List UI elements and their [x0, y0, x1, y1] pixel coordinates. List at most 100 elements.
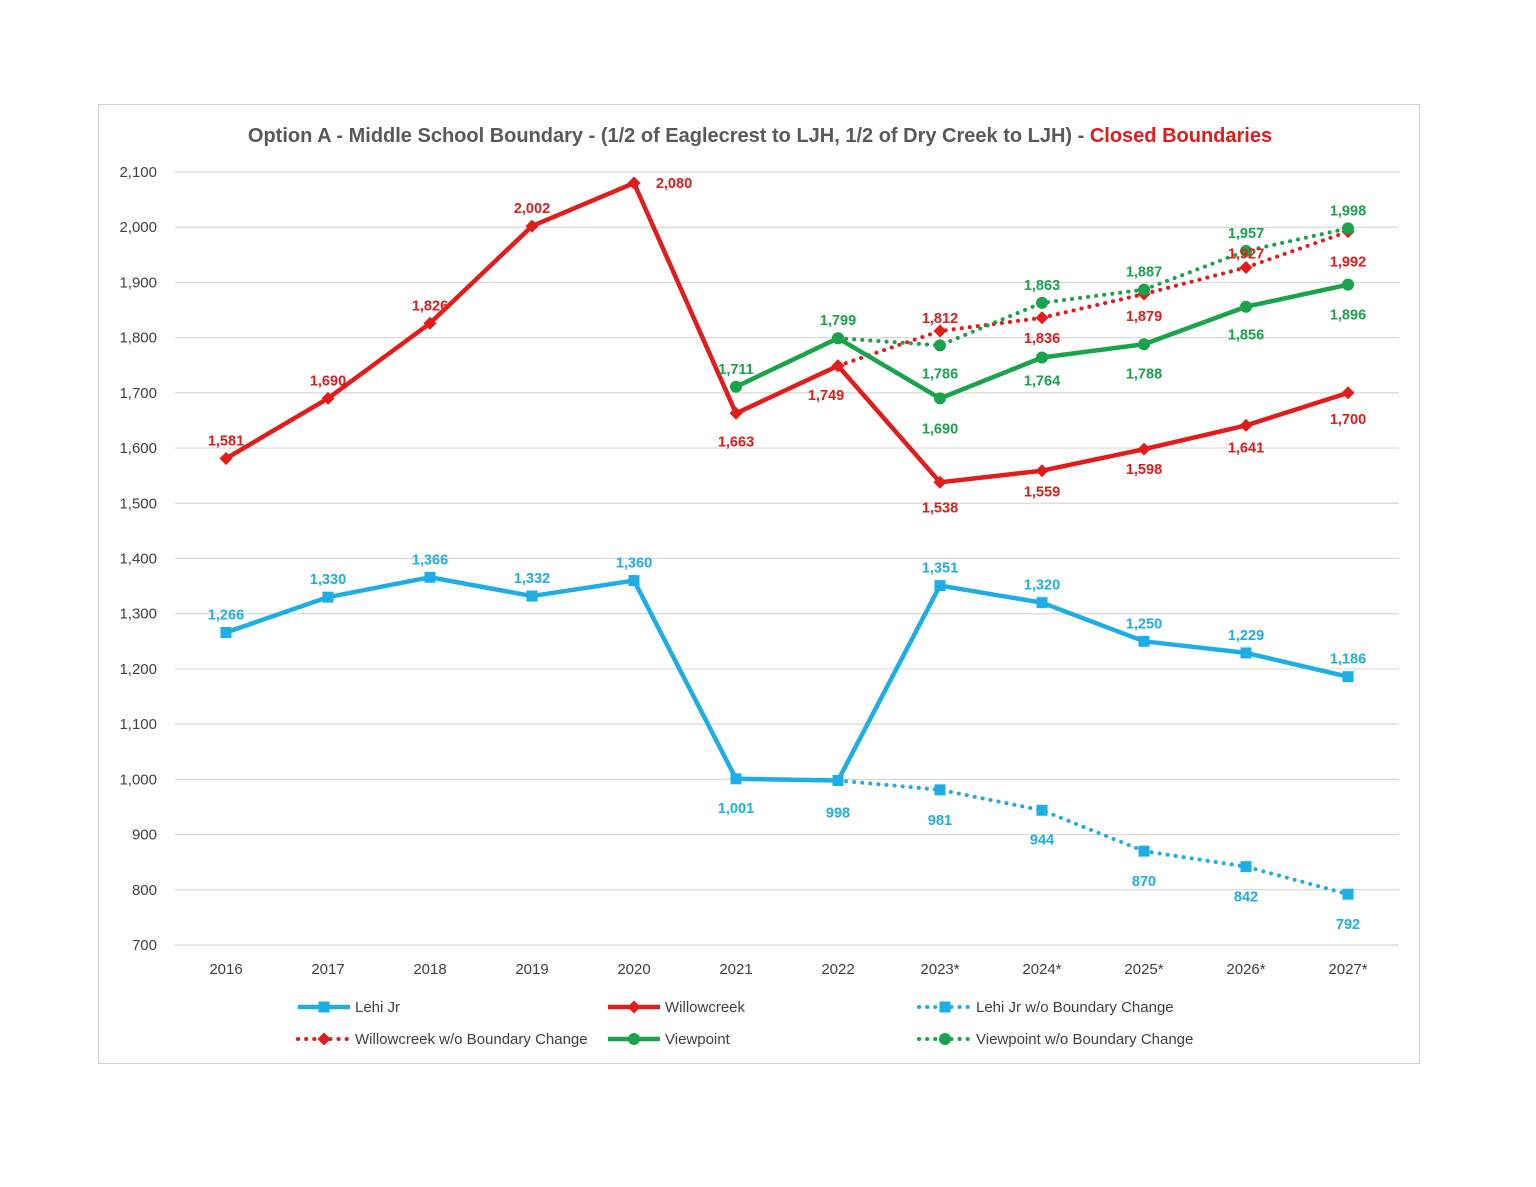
willowcreek-legend-marker	[627, 1000, 641, 1014]
viewpoint-data-label: 1,711	[718, 362, 754, 378]
willowcreek-w-o-boundary-change-data-label: 1,836	[1024, 331, 1060, 347]
gridlines	[175, 171, 1399, 946]
willowcreek-legend-label: Willowcreek	[665, 999, 746, 1016]
legend: Lehi Jr Willowcreek Lehi Jr w/o Boundary C…	[296, 999, 1193, 1048]
lehi-jr-w-o-boundary-change-data-label: 981	[928, 813, 952, 829]
viewpoint-legend-label: Viewpoint	[665, 1031, 731, 1048]
willowcreek-w-o-boundary-change-data-label: 1,879	[1126, 309, 1162, 325]
series-lines	[224, 180, 1350, 897]
data-labels: 981 944 870 842 792 1,812 1,836 1,879 1,927 1,992…	[208, 176, 1366, 933]
lehi-jr-w-o-boundary-change-point	[1036, 804, 1048, 816]
x-tick-label: 2021	[719, 961, 752, 978]
lehi-jr-data-label: 1,366	[412, 552, 448, 568]
willowcreek-data-label: 1,598	[1126, 462, 1162, 478]
lehi-jr-data-label: 998	[826, 805, 850, 821]
lehi-jr-data-label: 1,229	[1228, 628, 1264, 644]
willowcreek-w-o-boundary-change-point	[1035, 311, 1049, 325]
chart-title-highlight: Closed Boundaries	[1090, 125, 1272, 147]
lehi-jr-point	[1036, 597, 1048, 609]
x-tick-label: 2025*	[1124, 961, 1163, 978]
willowcreek-data-label: 1,690	[310, 373, 346, 389]
chart-title: Option A - Middle School Boundary - (1/2…	[248, 125, 1272, 147]
lehi-jr-point	[220, 626, 232, 638]
lehi-jr-data-label: 1,250	[1126, 616, 1162, 632]
y-tick-label: 800	[132, 882, 157, 899]
viewpoint-w-o-boundary-change-point	[934, 339, 946, 352]
lehi-jr-data-label: 1,186	[1330, 652, 1366, 668]
lehi-jr-data-label: 1,360	[616, 556, 652, 572]
lehi-jr-point	[934, 580, 946, 592]
lehi-jr-point	[730, 773, 742, 785]
willowcreek-point	[831, 359, 845, 373]
willowcreek-w-o-boundary-change-data-label: 1,927	[1228, 247, 1264, 263]
lehi-jr-w-o-boundary-change-data-label: 870	[1132, 874, 1156, 890]
willowcreek-line	[224, 180, 1349, 485]
willowcreek-point	[627, 176, 641, 190]
viewpoint-w-o-boundary-change-legend-marker	[939, 1033, 951, 1045]
viewpoint-w-o-boundary-change-point	[1138, 283, 1150, 296]
lehi-jr-legend-label: Lehi Jr	[355, 999, 400, 1016]
willowcreek-data-label: 1,538	[922, 500, 958, 516]
willowcreek-data-label: 1,749	[808, 388, 844, 404]
willowcreek-point	[1239, 418, 1253, 432]
lehi-jr-w-o-boundary-change-point	[934, 784, 946, 796]
viewpoint-w-o-boundary-change-point	[1240, 244, 1252, 257]
lehi-jr-data-label: 1,330	[310, 572, 346, 588]
willowcreek-w-o-boundary-change-point	[1239, 261, 1253, 275]
willowcreek-w-o-boundary-change-point	[933, 324, 947, 338]
lehi-jr-point	[1240, 647, 1252, 659]
viewpoint-w-o-boundary-change-legend-label: Viewpoint w/o Boundary Change	[976, 1031, 1193, 1048]
viewpoint-data-label: 1,690	[922, 421, 958, 437]
viewpoint-w-o-boundary-change-data-label: 1,863	[1024, 278, 1060, 294]
x-tick-label: 2016	[209, 961, 242, 978]
viewpoint-point	[1240, 300, 1252, 313]
x-tick-label: 2023*	[920, 961, 959, 978]
lehi-jr-point	[526, 590, 538, 602]
willowcreek-data-label: 1,581	[208, 434, 244, 450]
willowcreek-point	[525, 219, 539, 233]
viewpoint-w-o-boundary-change-data-label: 1,887	[1126, 265, 1162, 281]
willowcreek-data-label: 2,002	[514, 201, 550, 217]
x-axis-ticks: 2016 2017 2018 2019 2020 2021 2022 2023* 2024* 20…	[209, 961, 1367, 978]
x-tick-label: 2020	[617, 961, 650, 978]
viewpoint-data-label: 1,896	[1330, 308, 1366, 324]
x-tick-label: 2022	[821, 961, 854, 978]
lehi-jr-data-label: 1,266	[208, 607, 244, 623]
viewpoint-point	[1138, 338, 1150, 351]
viewpoint-data-label: 1,764	[1024, 374, 1060, 390]
lehi-jr-w-o-boundary-change-legend-marker	[939, 1001, 951, 1013]
viewpoint-w-o-boundary-change-line	[836, 226, 1350, 348]
willowcreek-point	[219, 452, 233, 466]
chart-title-main: Option A - Middle School Boundary - (1/2…	[248, 125, 1090, 147]
y-tick-label: 700	[132, 937, 157, 954]
viewpoint-data-label: 1,799	[820, 313, 856, 329]
willowcreek-data-label: 1,700	[1330, 412, 1366, 428]
y-tick-label: 1,100	[119, 716, 157, 733]
willowcreek-point	[1341, 386, 1355, 400]
viewpoint-point	[730, 380, 742, 393]
line-chart: Option A - Middle School Boundary - (1/2…	[119, 125, 1399, 1048]
lehi-jr-w-o-boundary-change-point	[1240, 861, 1252, 873]
y-tick-label: 900	[132, 827, 157, 844]
y-tick-label: 1,000	[119, 771, 157, 788]
series-markers	[219, 176, 1355, 900]
lehi-jr-data-label: 1,001	[718, 801, 754, 817]
viewpoint-point	[934, 392, 946, 405]
y-tick-label: 1,500	[119, 495, 157, 512]
lehi-jr-w-o-boundary-change-data-label: 842	[1234, 890, 1258, 906]
willowcreek-point	[729, 406, 743, 420]
lehi-jr-w-o-boundary-change-legend-label: Lehi Jr w/o Boundary Change	[976, 999, 1174, 1016]
viewpoint-data-label: 1,856	[1228, 328, 1264, 344]
lehi-jr-point	[628, 575, 640, 587]
willowcreek-data-label: 2,080	[656, 176, 692, 192]
lehi-jr-legend-marker	[318, 1001, 330, 1013]
lehi-jr-point	[1138, 635, 1150, 647]
lehi-jr-point	[1342, 671, 1354, 683]
viewpoint-w-o-boundary-change-data-label: 1,786	[922, 366, 958, 382]
lehi-jr-w-o-boundary-change-data-label: 944	[1030, 832, 1054, 848]
willowcreek-w-o-boundary-change-legend-label: Willowcreek w/o Boundary Change	[355, 1031, 588, 1048]
viewpoint-w-o-boundary-change-point	[1036, 296, 1048, 309]
viewpoint-point	[1036, 351, 1048, 364]
lehi-jr-point	[424, 571, 436, 583]
y-tick-label: 1,600	[119, 440, 157, 457]
